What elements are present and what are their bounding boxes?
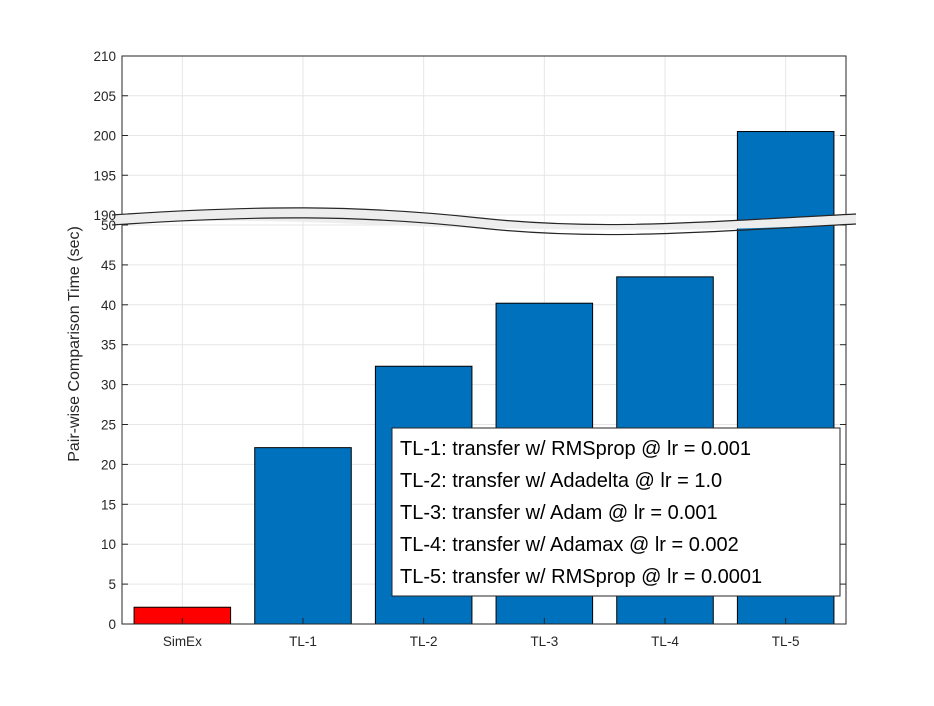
- x-tick-label: TL-2: [410, 634, 438, 649]
- y-axis-title: Pair-wise Comparison Time (sec): [66, 226, 83, 462]
- axes-box: [121, 55, 847, 625]
- y-tick-label: 45: [101, 258, 116, 273]
- y-tick-label: 50: [101, 218, 116, 233]
- axis-break-edge: [111, 207, 857, 226]
- legend-entry: TL-2: transfer w/ Adadelta @ lr = 1.0: [400, 470, 722, 492]
- x-tick-label: TL-1: [289, 634, 317, 649]
- y-tick-label: 5: [108, 577, 116, 592]
- axis-break: [111, 207, 857, 236]
- bar-tl-1: [254, 447, 352, 625]
- legend: TL-1: transfer w/ RMSprop @ lr = 0.001 TL…: [391, 427, 841, 597]
- legend-entry: TL-5: transfer w/ RMSprop @ lr = 0.0001: [400, 566, 762, 588]
- y-tick-label: 210: [93, 49, 116, 64]
- y-tick-label: 15: [101, 497, 116, 512]
- legend-box: [391, 427, 841, 597]
- x-tick-label: TL-3: [530, 634, 558, 649]
- y-tick-label: 200: [93, 129, 116, 144]
- legend-entry: TL-3: transfer w/ Adam @ lr = 0.001: [400, 502, 718, 524]
- y-tick-label: 195: [93, 168, 116, 183]
- y-tick-label: 205: [93, 89, 116, 104]
- x-tick-label: TL-5: [772, 634, 800, 649]
- y-tick-label: 0: [108, 617, 116, 632]
- y-tick-label: 190: [93, 208, 116, 223]
- y-tick-label: 25: [101, 418, 116, 433]
- x-tick-label: TL-4: [651, 634, 679, 649]
- legend-entry: TL-4: transfer w/ Adamax @ lr = 0.002: [400, 534, 739, 556]
- y-tick-label: 30: [101, 378, 116, 393]
- axis-break-edge: [111, 217, 857, 236]
- y-tick-label: 20: [101, 457, 116, 472]
- y-tick-label: 10: [101, 537, 116, 552]
- x-tick-label: SimEx: [163, 634, 202, 649]
- legend-entry: TL-1: transfer w/ RMSprop @ lr = 0.001: [400, 438, 751, 460]
- y-tick-label: 35: [101, 338, 116, 353]
- y-tick-label: 40: [101, 298, 116, 313]
